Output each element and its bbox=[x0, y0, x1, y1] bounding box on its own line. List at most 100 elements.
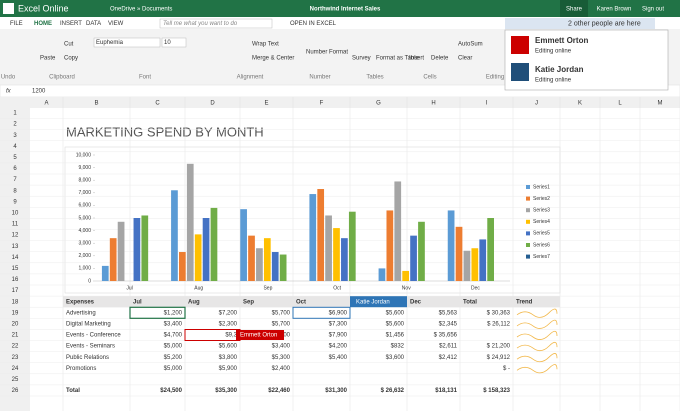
table-cell: $5,000 bbox=[164, 366, 183, 372]
bar[interactable] bbox=[325, 215, 332, 281]
ribbon-button[interactable]: Delete bbox=[431, 56, 449, 62]
bar[interactable] bbox=[240, 209, 247, 281]
ribbon-button[interactable]: Survey bbox=[352, 56, 371, 62]
user-name[interactable]: Karen Brown bbox=[597, 7, 632, 13]
row-header: 8 bbox=[13, 188, 17, 194]
table-cell: $2,300 bbox=[219, 321, 238, 327]
table-cell: $2,412 bbox=[439, 355, 458, 361]
bar[interactable] bbox=[479, 239, 487, 281]
bar[interactable] bbox=[341, 238, 348, 281]
ribbon-button[interactable]: Merge & Center bbox=[252, 56, 294, 62]
bar[interactable] bbox=[263, 238, 271, 281]
tell-me[interactable]: Tell me what you want to do bbox=[163, 21, 238, 27]
legend-label: Series4 bbox=[533, 219, 550, 225]
bar[interactable] bbox=[309, 194, 317, 281]
font-name[interactable]: Euphemia bbox=[96, 40, 124, 46]
bar[interactable] bbox=[455, 226, 463, 281]
ribbon-button[interactable]: AutoSum bbox=[458, 42, 483, 48]
ribbon-button[interactable]: Clear bbox=[458, 56, 472, 62]
bar[interactable] bbox=[133, 218, 141, 281]
legend-swatch bbox=[526, 254, 530, 259]
bar[interactable] bbox=[202, 218, 210, 281]
person-name: Katie Jordan bbox=[535, 65, 584, 74]
share-label[interactable]: Share bbox=[566, 7, 583, 13]
bar[interactable] bbox=[256, 248, 263, 281]
bar[interactable] bbox=[101, 265, 109, 281]
table-cell: Total bbox=[66, 388, 80, 394]
sparkline bbox=[516, 341, 558, 352]
ribbon-button[interactable]: Format as Table bbox=[376, 56, 420, 62]
active-cell bbox=[129, 306, 186, 319]
ribbon-button[interactable]: Insert bbox=[409, 56, 424, 62]
column-header: D bbox=[210, 101, 215, 107]
table-cell: $7,300 bbox=[329, 321, 348, 327]
table-cell: $5,200 bbox=[164, 355, 183, 361]
presence-bar[interactable] bbox=[505, 18, 655, 29]
bar[interactable] bbox=[487, 218, 494, 281]
bar[interactable] bbox=[109, 238, 117, 281]
bar[interactable] bbox=[471, 248, 479, 281]
ribbon-button[interactable]: Copy bbox=[64, 56, 78, 62]
formula-value[interactable]: 1200 bbox=[32, 89, 46, 95]
ribbon-tab[interactable]: VIEW bbox=[108, 21, 124, 27]
sign-out[interactable]: Sign out bbox=[642, 7, 664, 13]
ribbon-group: Clipboard bbox=[49, 75, 75, 81]
bar[interactable] bbox=[178, 252, 186, 281]
bar[interactable] bbox=[410, 235, 417, 281]
y-tick-label: 4,000 bbox=[78, 228, 91, 234]
y-tick-label: 2,000 bbox=[78, 253, 91, 259]
table-header-bg bbox=[63, 296, 560, 308]
table-cell: $5,600 bbox=[219, 344, 238, 350]
table-cell: $2,400 bbox=[272, 366, 291, 372]
ribbon-button[interactable]: Cut bbox=[64, 42, 74, 48]
ribbon-tab[interactable]: FILE bbox=[10, 21, 23, 27]
table-cell: $5,600 bbox=[386, 310, 405, 316]
legend-swatch bbox=[526, 219, 530, 224]
font-size[interactable]: 10 bbox=[164, 40, 171, 46]
bar[interactable] bbox=[317, 189, 325, 281]
bar[interactable] bbox=[279, 254, 287, 281]
row-header: 21 bbox=[12, 333, 19, 339]
bar[interactable] bbox=[348, 211, 356, 281]
bar[interactable] bbox=[186, 163, 194, 281]
legend-swatch bbox=[526, 196, 530, 201]
bar[interactable] bbox=[141, 215, 149, 281]
column-header: G bbox=[376, 101, 381, 107]
bar[interactable] bbox=[463, 250, 471, 281]
table-cell: $3,400 bbox=[164, 321, 183, 327]
bar[interactable] bbox=[117, 221, 125, 281]
x-tick-label: Sep bbox=[263, 285, 272, 291]
bar[interactable] bbox=[171, 190, 178, 281]
bar[interactable] bbox=[394, 181, 402, 281]
remote-cell bbox=[292, 306, 351, 319]
bar[interactable] bbox=[386, 210, 394, 281]
ribbon-button[interactable]: Wrap Text bbox=[252, 42, 279, 48]
bar[interactable] bbox=[418, 221, 425, 281]
bar[interactable] bbox=[210, 207, 218, 281]
column-header: M bbox=[658, 101, 663, 107]
breadcrumb[interactable]: OneDrive » Documents bbox=[110, 7, 172, 13]
table-cell: Digital Marketing bbox=[66, 321, 111, 327]
row-header: 5 bbox=[13, 155, 17, 161]
share-button[interactable] bbox=[560, 0, 588, 17]
presence-summary[interactable]: 2 other people are here bbox=[568, 20, 641, 27]
bar[interactable] bbox=[378, 268, 386, 281]
ribbon-tab[interactable]: DATA bbox=[86, 21, 101, 27]
bar[interactable] bbox=[248, 235, 255, 281]
font-size-box[interactable] bbox=[161, 37, 187, 48]
bar[interactable] bbox=[447, 210, 455, 281]
ribbon-group: Editing bbox=[486, 75, 504, 81]
bar[interactable] bbox=[402, 270, 410, 281]
bar[interactable] bbox=[333, 228, 340, 281]
open-in-excel[interactable]: OPEN IN EXCEL bbox=[290, 21, 337, 27]
tell-me-box[interactable] bbox=[159, 18, 273, 29]
bar[interactable] bbox=[271, 252, 279, 281]
font-box[interactable] bbox=[93, 37, 161, 48]
ribbon-button[interactable]: Number Format bbox=[306, 50, 348, 56]
ribbon-button[interactable]: Paste bbox=[40, 56, 56, 62]
bar[interactable] bbox=[194, 234, 202, 281]
table-header: Expenses bbox=[66, 299, 95, 305]
ribbon-tab[interactable]: HOME bbox=[34, 21, 52, 27]
ribbon-tab[interactable]: INSERT bbox=[60, 21, 82, 27]
